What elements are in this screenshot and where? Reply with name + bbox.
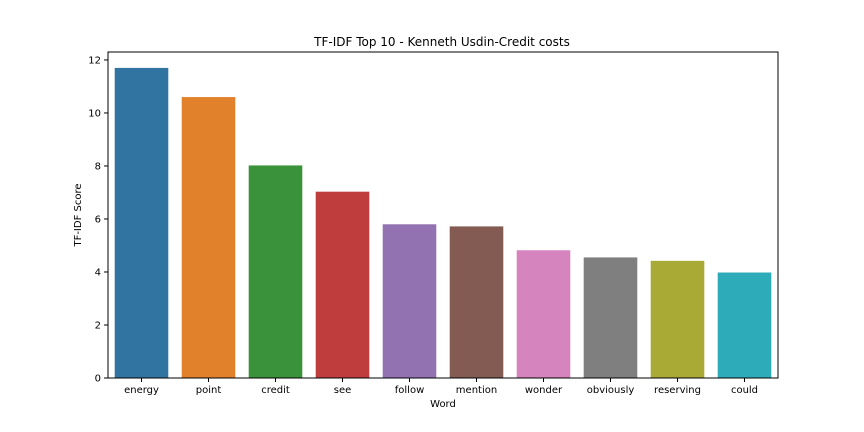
x-tick-label: credit — [261, 385, 290, 396]
bar-point — [181, 97, 236, 378]
bar-mention — [449, 226, 504, 378]
x-tick-label: reserving — [654, 385, 701, 396]
x-tick-label: point — [196, 385, 222, 396]
y-ticks-group: 0 2 4 6 8 10 12 — [88, 55, 108, 385]
x-tick-label: could — [731, 385, 758, 396]
bar-see — [315, 191, 370, 378]
x-tick-label: follow — [395, 385, 425, 396]
x-tick-label: mention — [456, 385, 497, 396]
bar-energy — [114, 67, 169, 378]
x-tick-label: wonder — [525, 385, 563, 396]
y-tick-label: 0 — [95, 374, 101, 385]
y-tick-label: 12 — [88, 55, 101, 66]
y-tick-label: 8 — [95, 161, 101, 172]
bar-wonder — [516, 250, 571, 378]
bar-could — [717, 272, 772, 378]
bars-group — [114, 67, 772, 378]
y-tick-label: 6 — [95, 214, 101, 225]
x-axis-label: Word — [430, 399, 456, 410]
y-tick-label: 4 — [95, 267, 101, 278]
bar-credit — [248, 165, 303, 378]
plot-frame — [107, 51, 779, 379]
bar-follow — [382, 224, 437, 378]
y-tick-label: 2 — [95, 320, 101, 331]
chart-title: TF-IDF Top 10 - Kenneth Usdin-Credit cos… — [313, 35, 570, 49]
bar-obviously — [583, 257, 638, 378]
x-tick-label: obviously — [587, 385, 635, 396]
y-tick-label: 10 — [88, 108, 101, 119]
bar-reserving — [650, 260, 705, 378]
y-axis-label: TF-IDF Score — [73, 183, 84, 247]
x-tick-label: see — [334, 385, 352, 396]
x-ticks-group: energy point credit see follow mention wonder o… — [124, 378, 758, 396]
x-tick-label: energy — [124, 385, 159, 396]
